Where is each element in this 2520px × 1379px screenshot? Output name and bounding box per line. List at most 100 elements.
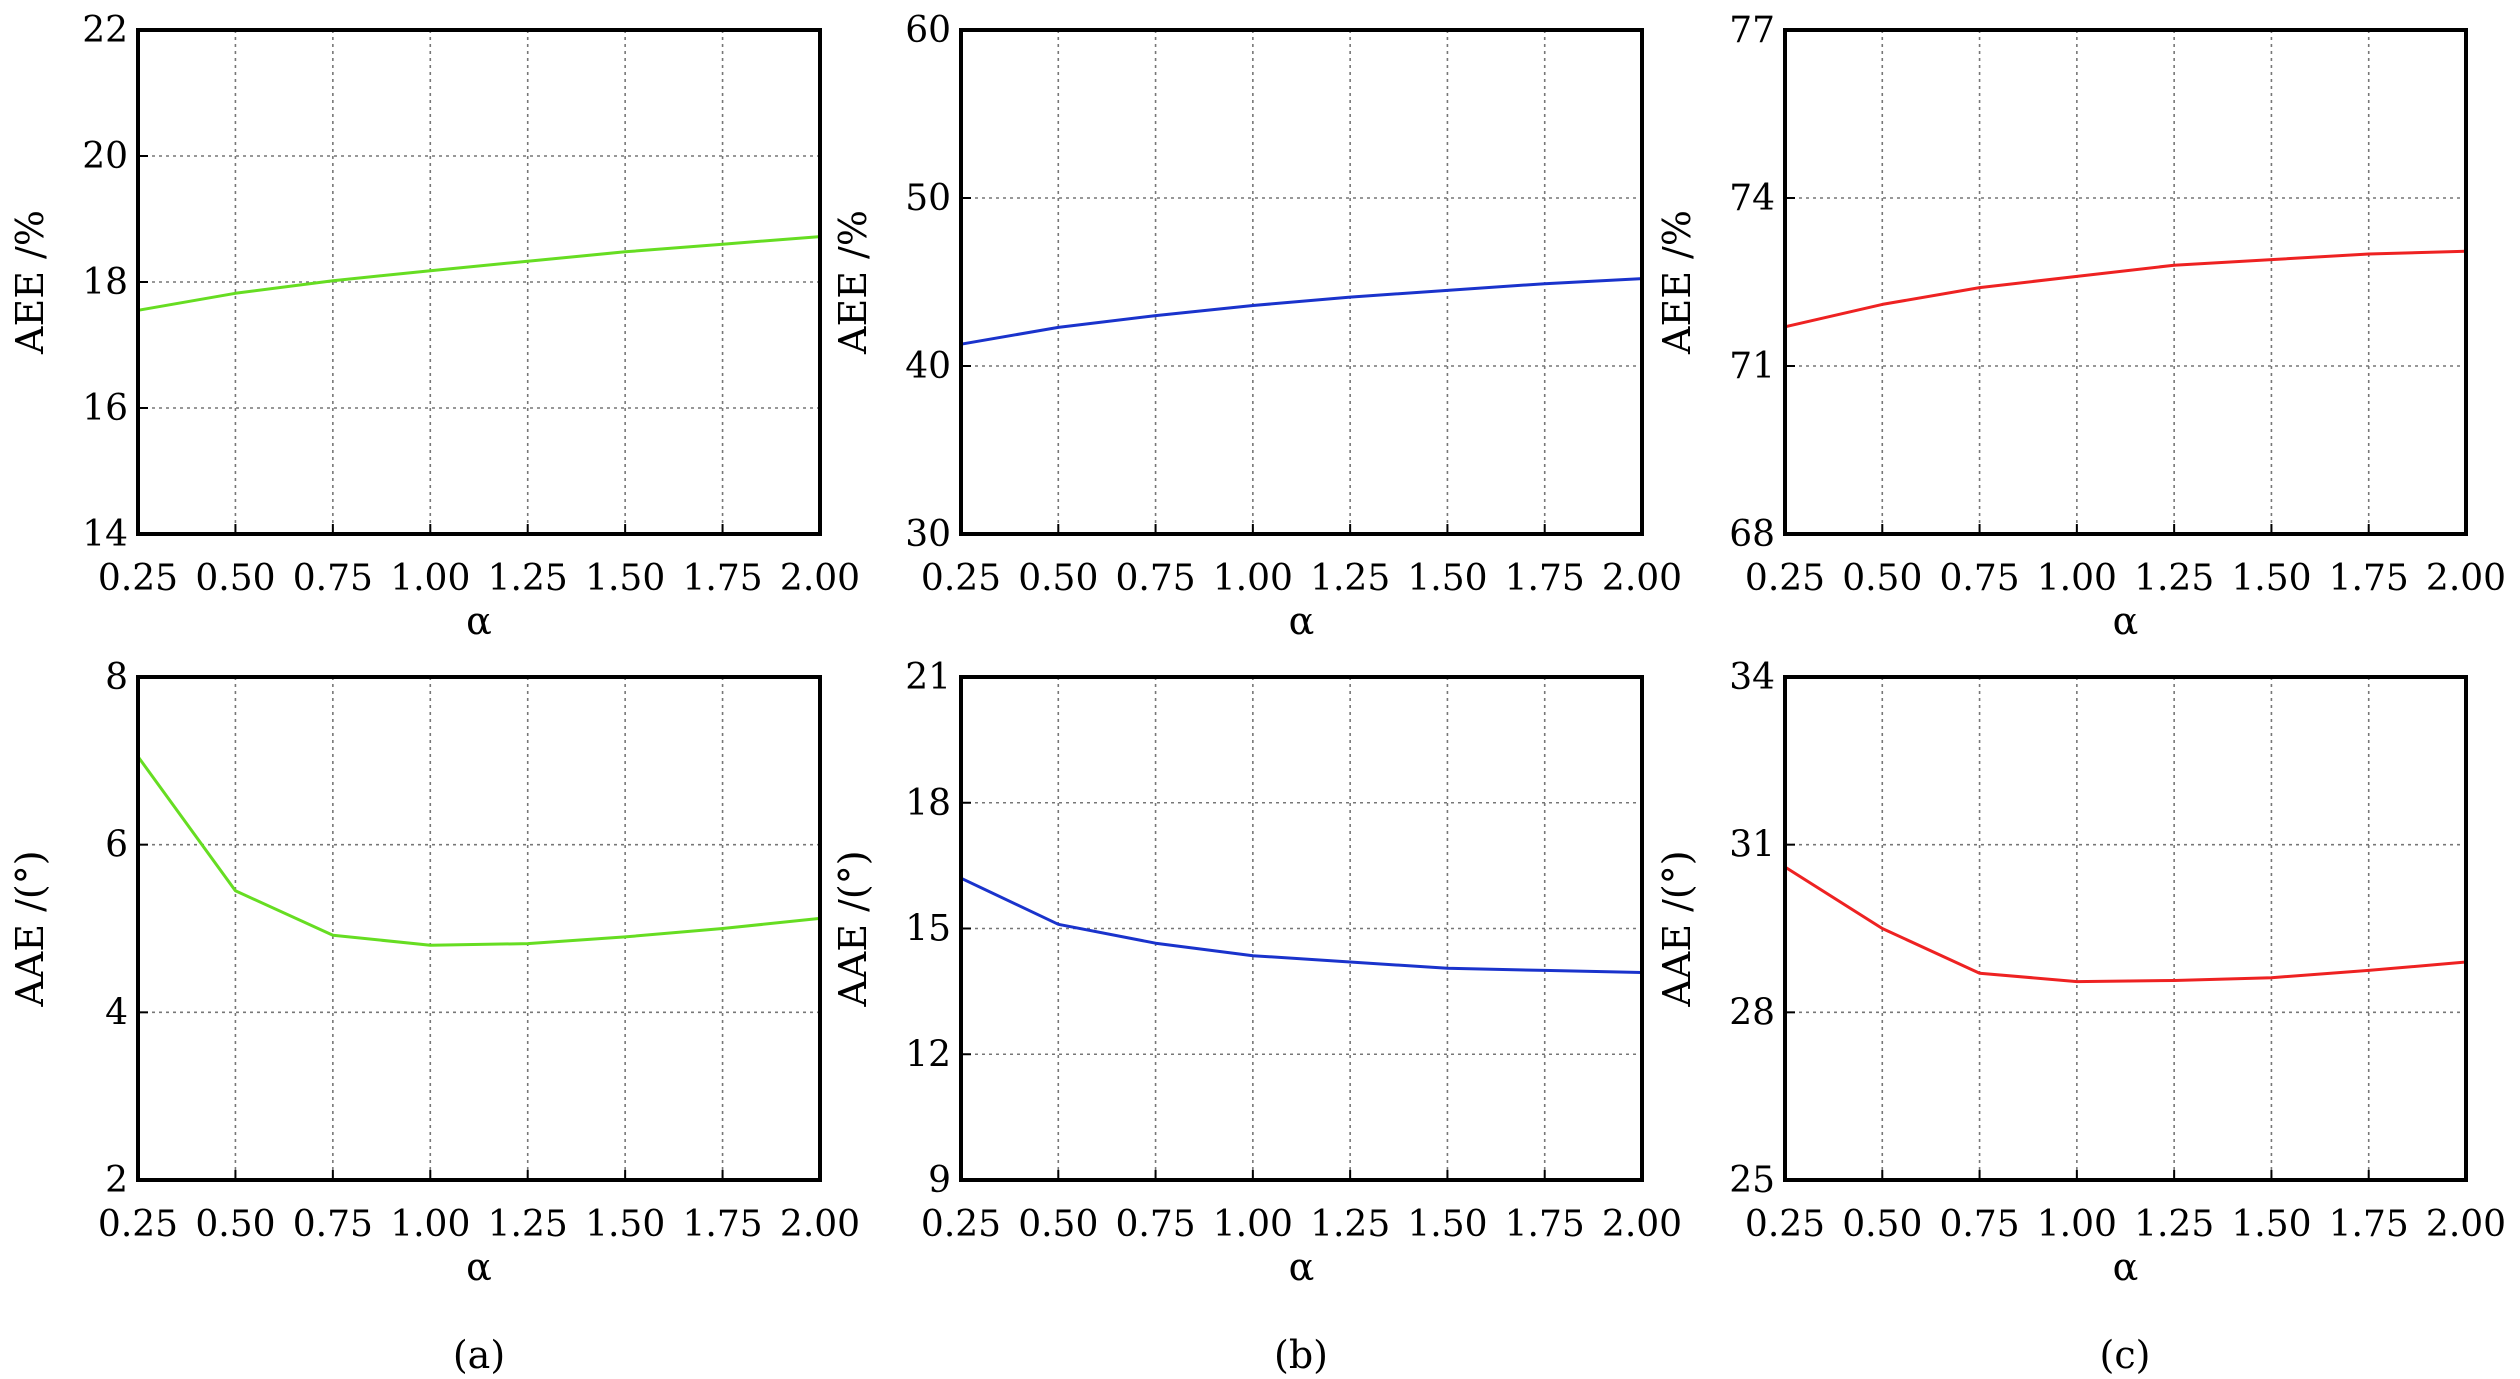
series-line <box>960 876 1643 974</box>
caption-a: (a) <box>453 1333 505 1377</box>
x-tick-label: 0.50 <box>1018 558 1098 599</box>
x-tick-label: 1.50 <box>2231 1204 2311 1245</box>
y-axis-label: AAE /(°) <box>831 850 875 1007</box>
chart-panel-3: 0.25 0.50 0.75 1.00 1.25 1.50 1.75 2.00 77 74 71 68… <box>1655 10 2506 643</box>
x-tick-label: 1.25 <box>2134 1204 2214 1245</box>
plot-frame <box>136 675 822 1182</box>
y-tick-label: 68 <box>1729 514 1775 555</box>
y-tick-label: 16 <box>82 388 128 429</box>
y-tick-label: 74 <box>1729 178 1775 219</box>
x-tick-label: 0.25 <box>98 558 178 599</box>
chart-panel-5: 0.25 0.50 0.75 1.00 1.25 1.50 1.75 2.00 21 18 15 12… <box>831 657 1682 1289</box>
y-axis-label: AEE /% <box>831 210 875 355</box>
plot-frame <box>1783 675 2468 1182</box>
x-tick-label: 1.00 <box>390 558 470 599</box>
x-tick-label: 2.00 <box>1602 558 1682 599</box>
x-axis-label: α <box>1289 599 1315 643</box>
plot-frame <box>136 28 822 536</box>
series-line <box>960 277 1643 346</box>
series-line <box>137 235 821 312</box>
x-tick-label: 1.25 <box>1310 1204 1390 1245</box>
x-tick-label: 1.50 <box>2231 558 2311 599</box>
chart-panel-4: 0.25 0.50 0.75 1.00 1.25 1.50 1.75 2.00 8 6 4 2 α AAE… <box>8 657 860 1289</box>
x-tick-label: 0.50 <box>1842 558 1922 599</box>
x-tick-label: 1.75 <box>2329 558 2409 599</box>
x-tick-label: 0.75 <box>1939 558 2019 599</box>
x-tick-label: 1.00 <box>1213 1204 1293 1245</box>
y-tick-label: 25 <box>1729 1160 1775 1201</box>
x-tick-label: 0.25 <box>98 1204 178 1245</box>
x-axis-label: α <box>466 599 492 643</box>
x-tick-label: 1.50 <box>1407 1204 1487 1245</box>
y-tick-label: 12 <box>905 1034 951 1075</box>
y-tick-label: 50 <box>905 178 951 219</box>
x-tick-label: 0.75 <box>293 1204 373 1245</box>
x-tick-label: 0.75 <box>1115 1204 1195 1245</box>
x-tick-label: 1.50 <box>1407 558 1487 599</box>
x-tick-label: 0.25 <box>1745 1204 1825 1245</box>
y-tick-label: 4 <box>105 992 128 1033</box>
y-tick-label: 21 <box>905 657 951 698</box>
chart-panel-6: 0.25 0.50 0.75 1.00 1.25 1.50 1.75 2.00 34 31 28 25… <box>1655 657 2506 1289</box>
x-tick-label: 1.00 <box>390 1204 470 1245</box>
x-tick-label: 1.00 <box>1213 558 1293 599</box>
x-tick-label: 1.50 <box>585 558 665 599</box>
chart-panel-2: 0.25 0.50 0.75 1.00 1.25 1.50 1.75 2.00 60 50 40 30… <box>831 10 1682 643</box>
x-tick-label: 2.00 <box>780 558 860 599</box>
y-tick-label: 60 <box>905 10 951 51</box>
x-tick-label: 1.75 <box>2329 1204 2409 1245</box>
y-tick-label: 9 <box>928 1160 951 1201</box>
x-tick-label: 0.75 <box>293 558 373 599</box>
x-tick-label: 0.50 <box>1842 1204 1922 1245</box>
chart-panel-1: 0.25 0.50 0.75 1.00 1.25 1.50 1.75 2.00 22 20 18 16… <box>8 10 860 643</box>
x-tick-label: 1.00 <box>2037 558 2117 599</box>
x-tick-label: 1.75 <box>682 558 762 599</box>
x-tick-label: 1.25 <box>488 1204 568 1245</box>
y-tick-label: 8 <box>105 657 128 698</box>
series-line <box>136 755 821 947</box>
series-line <box>1784 865 2467 984</box>
y-axis-label: AEE /% <box>8 210 52 355</box>
x-tick-label: 2.00 <box>1602 1204 1682 1245</box>
y-axis-label: AAE /(°) <box>8 850 52 1007</box>
caption-c: (c) <box>2100 1333 2151 1377</box>
x-tick-label: 0.25 <box>921 558 1001 599</box>
y-tick-label: 40 <box>905 346 951 387</box>
x-tick-label: 1.25 <box>2134 558 2214 599</box>
series-line <box>1784 249 2467 329</box>
y-tick-label: 14 <box>82 514 128 555</box>
y-axis-label: AEE /% <box>1655 210 1699 355</box>
x-tick-label: 0.50 <box>195 558 275 599</box>
x-tick-label: 2.00 <box>780 1204 860 1245</box>
y-tick-label: 22 <box>82 10 128 51</box>
plot-frame <box>1783 28 2468 536</box>
x-tick-label: 1.75 <box>1505 558 1585 599</box>
x-tick-label: 1.00 <box>2037 1204 2117 1245</box>
x-tick-label: 1.75 <box>1505 1204 1585 1245</box>
x-tick-label: 2.00 <box>2426 558 2506 599</box>
caption-b: (b) <box>1274 1333 1328 1377</box>
x-tick-label: 0.75 <box>1115 558 1195 599</box>
y-tick-label: 20 <box>82 136 128 177</box>
y-tick-label: 15 <box>905 909 951 950</box>
x-tick-label: 0.50 <box>1018 1204 1098 1245</box>
x-axis-label: α <box>2113 599 2139 643</box>
y-tick-label: 34 <box>1729 657 1775 698</box>
x-tick-label: 0.25 <box>1745 558 1825 599</box>
plot-frame <box>959 28 1644 536</box>
x-tick-label: 0.75 <box>1939 1204 2019 1245</box>
y-tick-label: 6 <box>105 825 128 866</box>
x-tick-label: 1.75 <box>682 1204 762 1245</box>
x-axis-label: α <box>2113 1245 2139 1289</box>
plot-frame <box>959 675 1644 1182</box>
x-tick-label: 0.50 <box>195 1204 275 1245</box>
x-axis-label: α <box>466 1245 492 1289</box>
y-axis-label: AAE /(°) <box>1655 850 1699 1007</box>
y-tick-label: 71 <box>1729 346 1775 387</box>
y-tick-label: 2 <box>105 1160 128 1201</box>
x-tick-label: 2.00 <box>2426 1204 2506 1245</box>
x-tick-label: 1.25 <box>488 558 568 599</box>
y-tick-label: 30 <box>905 514 951 555</box>
y-tick-label: 18 <box>82 262 128 303</box>
